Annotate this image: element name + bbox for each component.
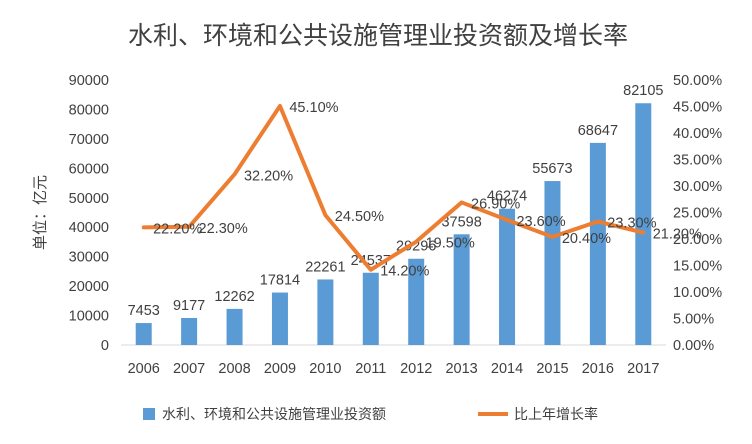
y-right-tick-label: 30.00%	[673, 179, 722, 195]
y-left-tick-label: 50000	[69, 191, 109, 207]
bar	[453, 234, 470, 345]
bar-value-label: 46274	[487, 189, 527, 205]
legend-label-line: 比上年增长率	[514, 406, 598, 423]
line-point	[324, 214, 326, 216]
y-right-tick-label: 45.00%	[673, 100, 722, 116]
legend-swatch-bars	[143, 408, 155, 420]
y-right-tick-label: 5.00%	[673, 312, 714, 328]
bar-value-label: 68647	[578, 123, 618, 139]
bar-value-label: 29296	[396, 239, 436, 255]
bar	[499, 208, 516, 345]
bar	[317, 279, 334, 345]
y-left-tick-label: 20000	[69, 279, 109, 295]
y-left-tick-label: 40000	[69, 220, 109, 236]
growth-rate-line	[141, 103, 646, 272]
x-tick-label: 2008	[218, 361, 250, 377]
bar	[135, 323, 152, 345]
y-right-tick-label: 35.00%	[673, 153, 722, 169]
line-value-label: 32.20%	[244, 168, 293, 184]
x-tick-label: 2006	[128, 361, 160, 377]
y-right-tick-label: 0.00%	[673, 338, 714, 354]
x-tick-label: 2007	[173, 361, 205, 377]
y-left-tick-label: 90000	[69, 73, 109, 89]
bar-value-label: 37598	[441, 214, 481, 230]
line-value-label: 23.60%	[516, 214, 565, 230]
line-value-label: 20.40%	[562, 231, 611, 247]
x-tick-label: 2014	[491, 361, 523, 377]
bar	[181, 317, 198, 345]
legend-label-bars: 水利、环境和公共设施管理业投资额	[162, 407, 386, 423]
y-right-tick-label: 15.00%	[673, 259, 722, 275]
y-left-tick-label: 10000	[69, 309, 109, 325]
y-right-tick-label: 25.00%	[673, 206, 722, 222]
line-value-label: 23.30%	[607, 216, 656, 232]
legend: 水利、环境和公共设施管理业投资额 比上年增长率	[143, 406, 598, 423]
x-tick-label: 2011	[355, 361, 386, 377]
line-value-label: 21.20%	[653, 227, 702, 243]
line-point	[642, 232, 644, 234]
line-value-label: 24.50%	[335, 209, 384, 225]
y-right-tick-label: 50.00%	[673, 73, 722, 89]
x-tick-label: 2012	[400, 361, 432, 377]
bar-value-label: 12262	[214, 289, 254, 305]
y-left-tick-label: 0	[101, 338, 109, 354]
line-point	[234, 173, 236, 175]
x-tick-label: 2013	[445, 361, 477, 377]
plot-area: 单位：亿元 0 10000 20000 30000 40000 50000 60000 7000…	[31, 73, 722, 377]
bar	[408, 258, 425, 345]
bar	[226, 308, 243, 345]
line-value-label: 26.90%	[471, 196, 520, 212]
bar-value-label: 7453	[128, 303, 160, 319]
line-value-label: 45.10%	[289, 100, 338, 116]
bar	[635, 103, 652, 345]
line-point	[597, 221, 599, 223]
line-point	[415, 241, 417, 243]
y-right-tick-label: 10.00%	[673, 285, 722, 301]
chart-title: 水利、环境和公共设施管理业投资额及增长率	[128, 21, 628, 50]
x-tick-label: 2017	[627, 361, 659, 377]
line-value-label: 14.20%	[380, 264, 429, 280]
line-point	[370, 269, 372, 271]
y-left-tick-label: 80000	[69, 102, 109, 118]
line-value-label: 22.30%	[199, 221, 248, 237]
bar-value-label: 82105	[623, 83, 663, 99]
bar	[362, 272, 379, 345]
y-right-tick-label: 40.00%	[673, 126, 722, 142]
line-point	[461, 201, 463, 203]
bar-value-label: 22261	[305, 259, 345, 275]
y-left-tick-label: 70000	[69, 132, 109, 148]
bar-value-label: 55673	[532, 161, 572, 177]
bar	[544, 181, 561, 345]
y-axis-label: 单位：亿元	[31, 175, 49, 250]
line-point	[506, 219, 508, 221]
x-tick-label: 2015	[536, 361, 568, 377]
line-point	[188, 226, 190, 228]
y-left-tick-label: 30000	[69, 250, 109, 266]
bar-value-label: 17814	[260, 273, 300, 289]
y-right-tick-label: 20.00%	[673, 232, 722, 248]
line-point	[551, 236, 553, 238]
bar-value-label: 9177	[173, 298, 205, 314]
x-tick-label: 2016	[582, 361, 614, 377]
bar	[589, 142, 606, 345]
line-value-label: 19.50%	[426, 236, 475, 252]
x-tick-label: 2009	[264, 361, 296, 377]
line-point	[279, 105, 281, 107]
bar	[271, 292, 288, 345]
line-point	[143, 226, 145, 228]
y-left-tick-label: 60000	[69, 161, 109, 177]
line-value-label: 22.20%	[153, 221, 202, 237]
x-tick-label: 2010	[309, 361, 341, 377]
